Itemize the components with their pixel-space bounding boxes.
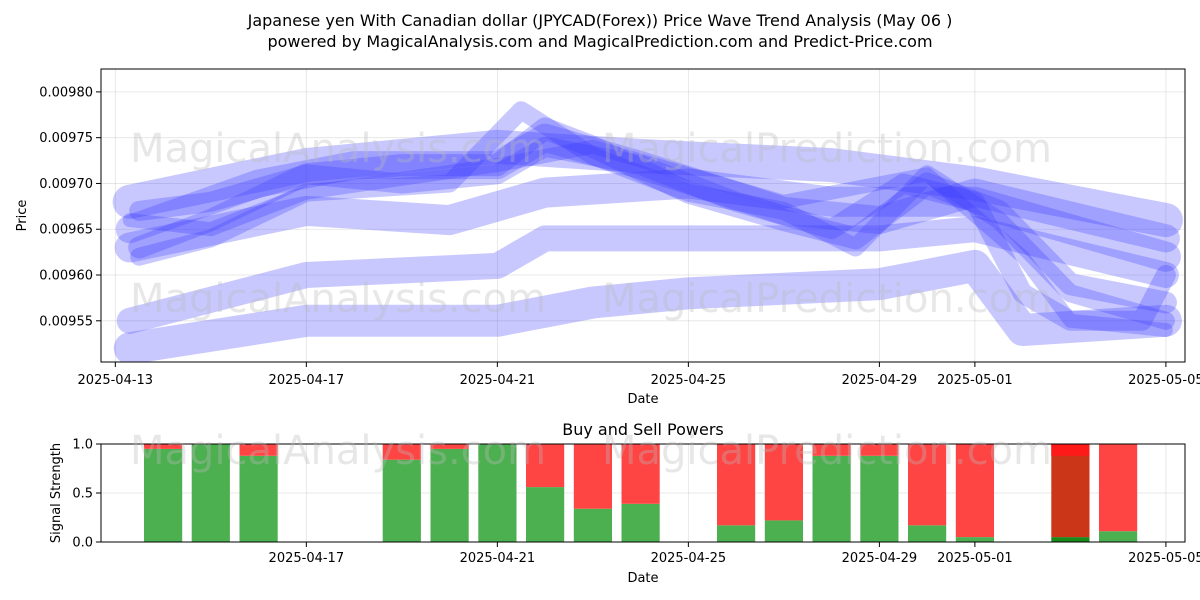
- price-x-axis-label: Date: [627, 392, 658, 407]
- price-y-tick-label-4: 0.00975: [39, 131, 93, 146]
- price-wave-5: [114, 168, 1181, 272]
- signal-x-tick-label-3: 2025-04-29: [842, 551, 918, 566]
- price-x-tick-label-6: 2025-05-05: [1128, 373, 1200, 388]
- sell-bar-14: [908, 444, 947, 526]
- signal-x-tick-label-4: 2025-05-01: [937, 551, 1013, 566]
- buy-bar-15: [955, 537, 994, 542]
- signal-y-tick-label-1: 0.5: [72, 487, 93, 502]
- buy-bar-13: [860, 455, 899, 542]
- buy-bar-6: [478, 444, 517, 542]
- buy-bar-7: [526, 487, 565, 542]
- buy-bar-4: [382, 459, 421, 542]
- chart-title-line1: Japanese yen With Canadian dollar (JPYCA…: [247, 11, 953, 30]
- sell-bar-13: [860, 444, 899, 456]
- price-wave-6: [116, 216, 1179, 334]
- sell-bar-3: [239, 444, 278, 456]
- buy-bar-17: [1099, 531, 1138, 542]
- signal-y-axis-label: Signal Strength: [49, 443, 64, 543]
- signal-y-tick-label-2: 1.0: [72, 438, 93, 453]
- watermark-prediction-3: MagicalPrediction.com: [602, 428, 1052, 474]
- buy-bar-12: [812, 455, 851, 542]
- buy-bar-8: [573, 508, 612, 542]
- price-y-tick-label-1: 0.00960: [39, 269, 93, 284]
- sell-bar-7: [526, 444, 565, 488]
- price-y-tick-label-2: 0.00965: [39, 223, 93, 238]
- price-x-tick-label-4: 2025-04-29: [842, 373, 918, 388]
- sell-bar-15: [955, 444, 994, 538]
- signal-panel: Buy and Sell Powers 0.0 0.5 1.0 2025-04-17 20…: [49, 420, 1200, 586]
- signal-x-tick-label-2: 2025-04-25: [651, 551, 727, 566]
- signal-y-tick-label-0: 0.0: [72, 536, 93, 551]
- price-waves: [112, 101, 1183, 362]
- signal-x-axis-label: Date: [627, 571, 658, 586]
- sell-bar-17: [1099, 444, 1138, 532]
- price-frame: [100, 68, 1186, 363]
- signal-x-tick-label-1: 2025-04-21: [460, 551, 536, 566]
- sell-bar-top-16: [1051, 444, 1090, 456]
- signal-bars: [144, 444, 1138, 542]
- price-x-tick-label-2: 2025-04-21: [460, 373, 536, 388]
- sell-bar-4: [382, 444, 421, 460]
- price-y-tick-label-3: 0.00970: [39, 177, 93, 192]
- sell-bar-11: [764, 444, 803, 521]
- buy-bar-16: [1051, 537, 1090, 542]
- price-grid: [101, 69, 1185, 362]
- price-wave-8: [122, 139, 1173, 337]
- buy-bar-10: [717, 525, 756, 542]
- watermark-analysis-2: MagicalAnalysis.com: [130, 276, 546, 322]
- signal-x-tick-label-5: 2025-05-05: [1128, 551, 1200, 566]
- price-x-tick-label-5: 2025-05-01: [937, 373, 1013, 388]
- buy-bar-5: [430, 448, 469, 542]
- price-wave-1: [112, 129, 1183, 238]
- sell-bar-5: [430, 444, 469, 449]
- watermark-analysis-3: MagicalAnalysis.com: [130, 428, 546, 474]
- price-wave-9: [129, 136, 1176, 331]
- price-wave-4: [130, 101, 1175, 330]
- price-x-tick-label-3: 2025-04-25: [651, 373, 727, 388]
- chart-title-line2: powered by MagicalAnalysis.com and Magic…: [267, 32, 932, 51]
- price-y-tick-label-0: 0.00955: [39, 314, 93, 329]
- signal-x-tick-label-0: 2025-04-17: [269, 551, 345, 566]
- price-y-tick-label-5: 0.00980: [39, 85, 93, 100]
- buy-bar-11: [764, 520, 803, 542]
- sell-bar-1: [144, 444, 183, 449]
- buy-bar-2: [191, 444, 230, 542]
- sell-bar-12: [812, 444, 851, 456]
- price-wave-7: [113, 249, 1182, 362]
- buy-bar-1: [144, 448, 183, 542]
- sell-bar-16: [1051, 444, 1090, 538]
- price-plot-area: [101, 69, 1185, 362]
- sell-bar-8: [573, 444, 612, 509]
- price-x-tick-label-1: 2025-04-17: [269, 373, 345, 388]
- sell-bar-9: [621, 444, 660, 504]
- watermark-prediction-2: MagicalPrediction.com: [602, 276, 1052, 322]
- price-y-axis-label: Price: [15, 200, 30, 232]
- watermark-prediction-1: MagicalPrediction.com: [602, 126, 1052, 172]
- buy-bar-14: [908, 525, 947, 542]
- watermark-analysis-1: MagicalAnalysis.com: [130, 126, 546, 172]
- buy-bar-3: [239, 455, 278, 542]
- signal-chart-title: Buy and Sell Powers: [562, 420, 724, 439]
- price-wave-3: [128, 117, 1177, 314]
- price-panel: 0.00955 0.00960 0.00965 0.00970 0.00975 0.009…: [15, 68, 1200, 407]
- sell-bar-10: [717, 444, 756, 526]
- price-wave-2: [115, 123, 1180, 253]
- price-x-tick-label-0: 2025-04-13: [78, 373, 154, 388]
- buy-bar-9: [621, 503, 660, 542]
